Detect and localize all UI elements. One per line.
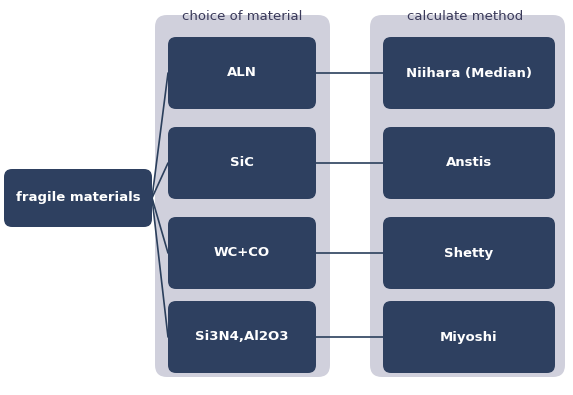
FancyBboxPatch shape bbox=[383, 127, 555, 199]
Text: Si3N4,Al2O3: Si3N4,Al2O3 bbox=[195, 331, 289, 344]
FancyBboxPatch shape bbox=[168, 217, 316, 289]
FancyBboxPatch shape bbox=[370, 15, 565, 377]
Text: fragile materials: fragile materials bbox=[15, 192, 140, 205]
Text: Shetty: Shetty bbox=[445, 246, 493, 260]
Text: WC+CO: WC+CO bbox=[214, 246, 270, 260]
FancyBboxPatch shape bbox=[168, 37, 316, 109]
FancyBboxPatch shape bbox=[383, 301, 555, 373]
FancyBboxPatch shape bbox=[168, 127, 316, 199]
Text: choice of material: choice of material bbox=[182, 11, 302, 23]
Text: Niihara (Median): Niihara (Median) bbox=[406, 66, 532, 79]
Text: calculate method: calculate method bbox=[407, 11, 523, 23]
Text: Miyoshi: Miyoshi bbox=[440, 331, 498, 344]
Text: ALN: ALN bbox=[227, 66, 257, 79]
FancyBboxPatch shape bbox=[4, 169, 152, 227]
Text: SiC: SiC bbox=[230, 156, 254, 169]
FancyBboxPatch shape bbox=[383, 217, 555, 289]
FancyBboxPatch shape bbox=[155, 15, 330, 377]
FancyBboxPatch shape bbox=[383, 37, 555, 109]
FancyBboxPatch shape bbox=[168, 301, 316, 373]
Text: Anstis: Anstis bbox=[446, 156, 492, 169]
